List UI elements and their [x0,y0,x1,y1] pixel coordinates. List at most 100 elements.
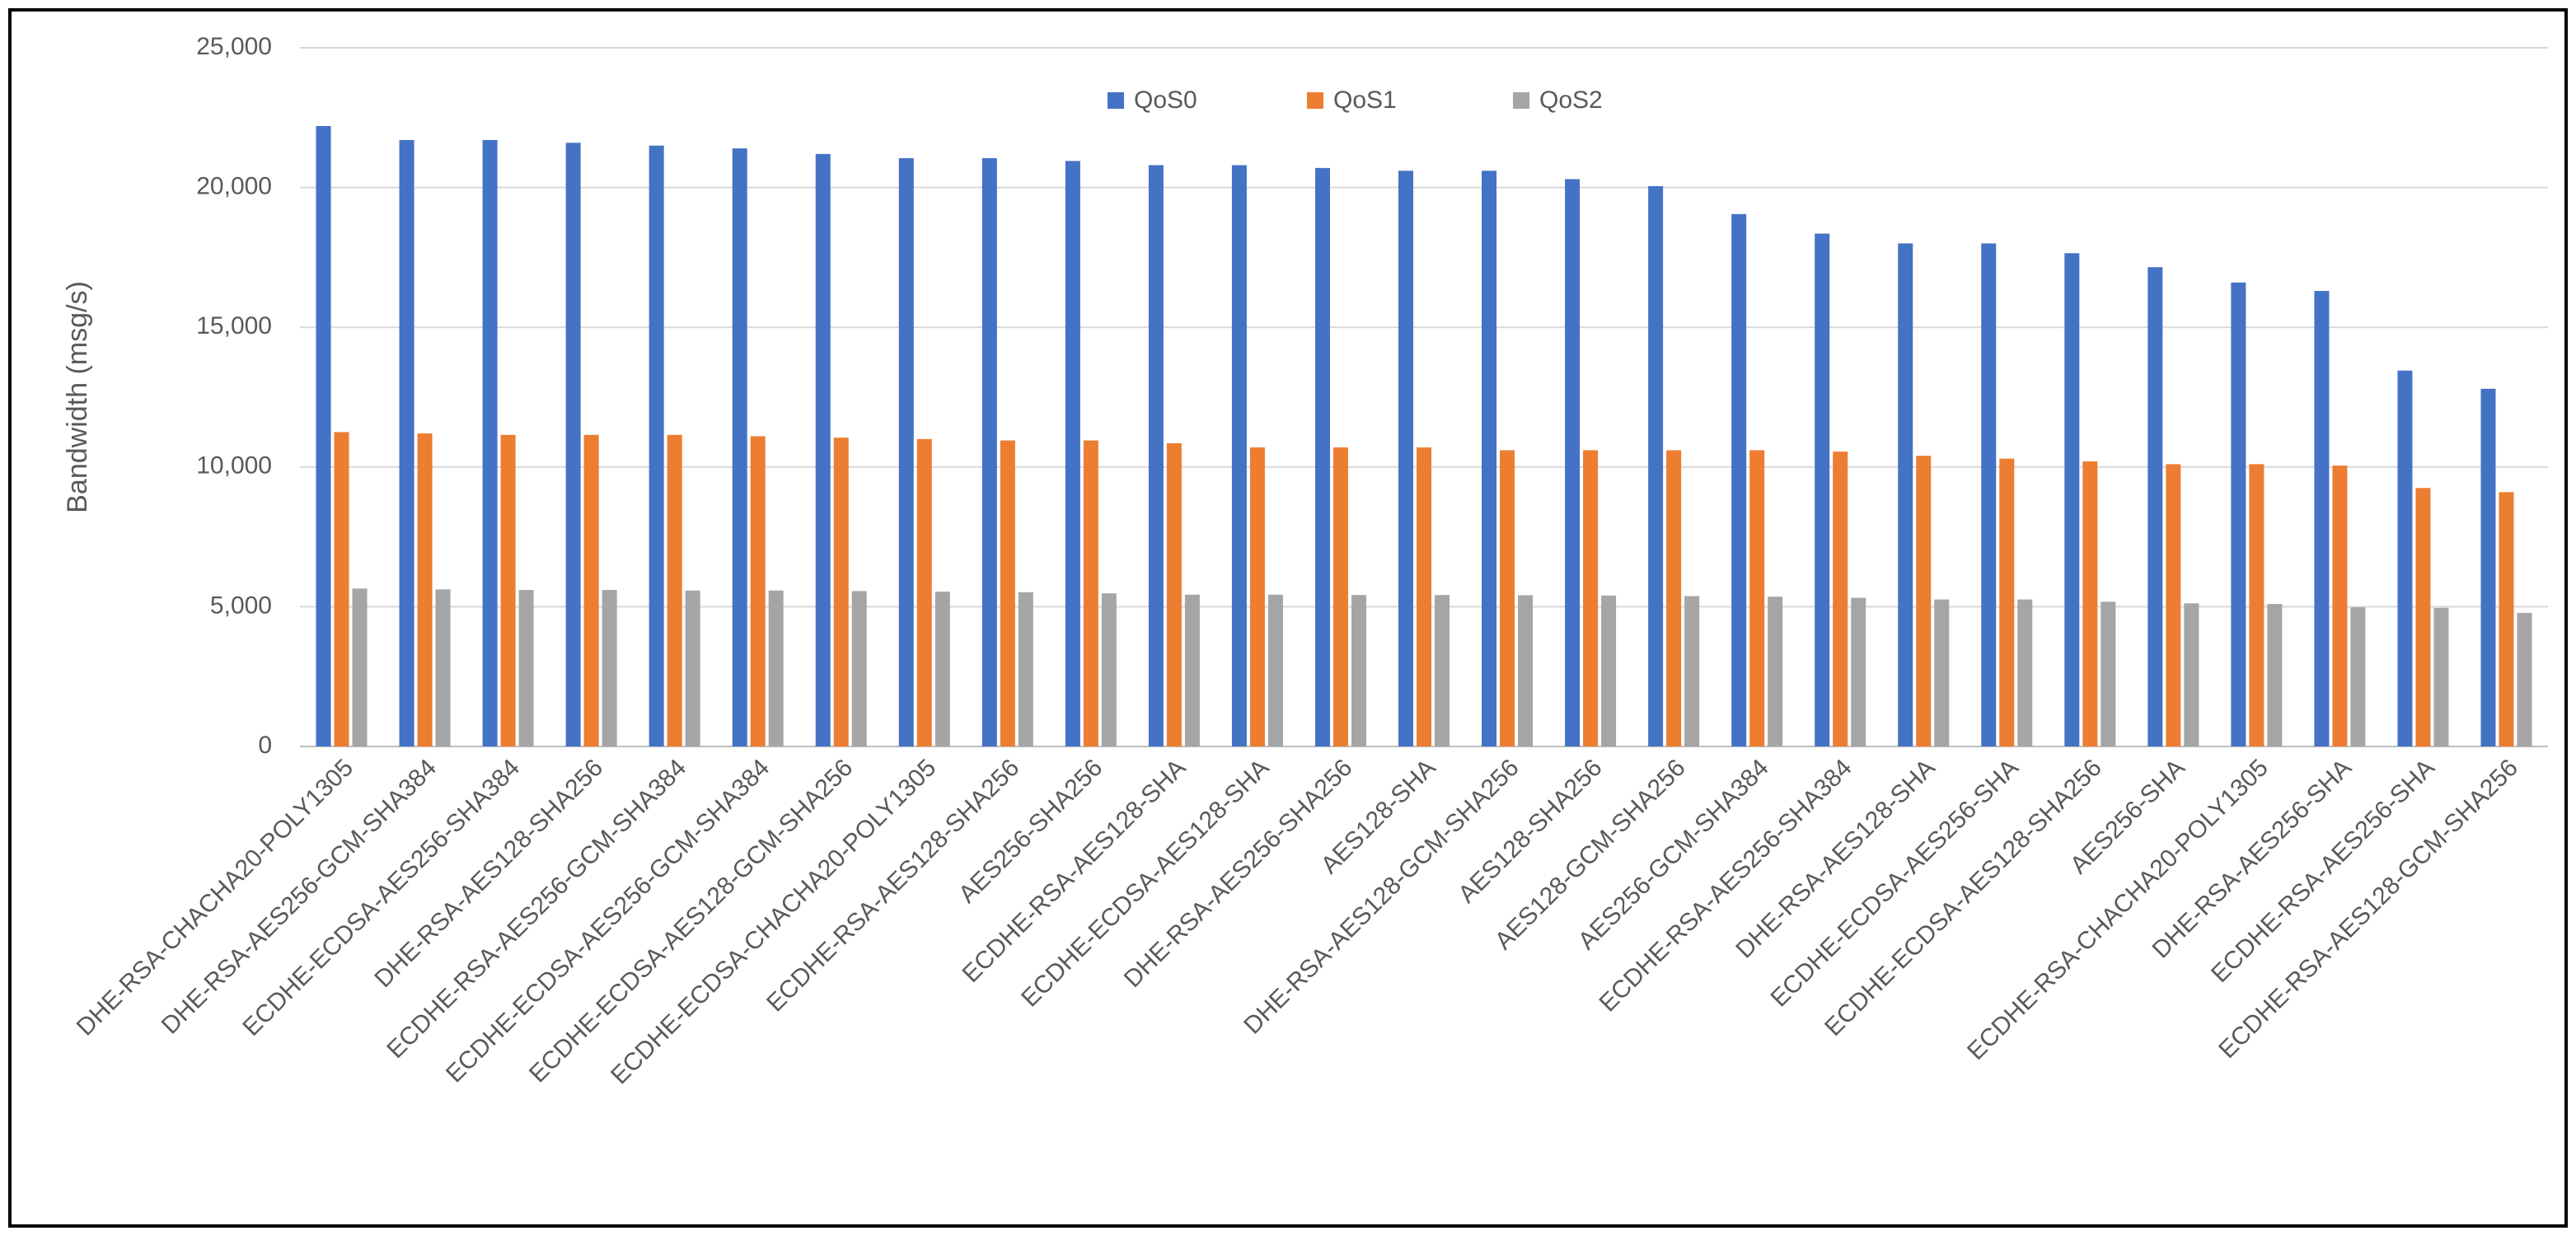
bar [1981,243,1997,746]
legend-label: QoS2 [1539,87,1603,114]
bar [399,139,415,746]
y-tick-label: 0 [258,732,272,759]
bar [1749,450,1765,746]
bar [1482,171,1497,747]
bar [934,592,950,746]
bar [1000,440,1015,746]
bar [2517,612,2532,746]
bar [2480,388,2496,746]
bar [1815,233,1830,746]
bar [815,153,831,746]
bar [1435,595,1450,746]
bar [2166,464,2181,746]
bar [2231,282,2246,747]
y-tick-label: 25,000 [196,33,272,60]
x-tick-label: ECDHE-RSA-CHACHA20-POLY1305 [1962,754,2274,1065]
bar [1166,442,1182,746]
bar [1934,599,1950,746]
bar [851,591,867,746]
bar [565,143,581,746]
bar [2184,603,2199,746]
frame [8,8,2568,1228]
bar [750,436,766,746]
bar [1500,450,1515,746]
bar [1148,165,1164,747]
bar [1267,594,1283,746]
bar [2064,253,2080,746]
bar [2249,464,2265,746]
bar [2433,607,2449,746]
bar [2017,599,2033,746]
legend-swatch [1513,92,1529,109]
x-tick-label: AES128-SHA256 [1453,754,1607,908]
bar [732,148,747,746]
bar [898,157,914,746]
bar [1231,165,1247,747]
bar [768,590,784,746]
legend-label: QoS1 [1333,87,1397,114]
legend-label: QoS0 [1134,87,1197,114]
bar [1332,447,1348,746]
bar [334,432,349,746]
bar [1518,595,1534,746]
bar [1351,595,1366,746]
bar [667,434,682,746]
y-tick-label: 15,000 [196,312,272,339]
bar [1065,161,1080,747]
bar [1768,597,1783,746]
x-tick-label: ECDHE-RSA-AES256-GCM-SHA384 [382,754,691,1064]
bar [981,157,997,746]
bar [1898,243,1913,746]
bar [1851,597,1866,746]
bar [916,438,932,746]
bar [1083,440,1098,746]
bar [583,434,599,746]
legend-swatch [1307,92,1323,109]
bar [316,125,331,746]
bar [417,433,433,746]
bar [518,590,534,746]
bar [1601,595,1617,746]
bar [1666,450,1682,746]
bar [1249,447,1265,746]
bar [2350,607,2366,746]
x-tick-label: ECDHE-RSA-AES128-GCM-SHA256 [2213,754,2523,1064]
bar [1999,458,2015,746]
bar [1184,594,1200,746]
bar [2397,370,2413,746]
bar [2314,291,2330,746]
bar [1565,179,1581,746]
bar [685,590,700,746]
bar [1731,213,1747,747]
bar [1018,592,1033,746]
y-tick-label: 5,000 [210,592,272,619]
legend-swatch [1108,92,1124,109]
y-axis-label: Bandwidth (msg/s) [62,281,93,513]
bar [2101,601,2116,746]
bar [500,434,516,746]
bar [1417,447,1431,746]
bar [649,145,664,747]
bar [435,589,451,746]
bar [1684,596,1700,746]
bar [2332,466,2348,746]
bar [482,139,498,746]
bar [2082,461,2098,746]
y-tick-label: 20,000 [196,173,272,200]
bar [602,590,617,746]
bar [833,438,849,746]
bar [1398,171,1413,747]
bar [2147,267,2163,747]
bar [2499,492,2514,746]
bar [2415,488,2431,746]
bar [1101,593,1117,746]
x-tick-label: AES256-SHA256 [953,754,1108,908]
bar [1314,167,1330,746]
bar [1833,452,1848,746]
bar [2267,604,2283,746]
bar [352,588,368,746]
bar [1583,450,1599,746]
bar [1648,185,1664,747]
y-tick-label: 10,000 [196,452,272,480]
